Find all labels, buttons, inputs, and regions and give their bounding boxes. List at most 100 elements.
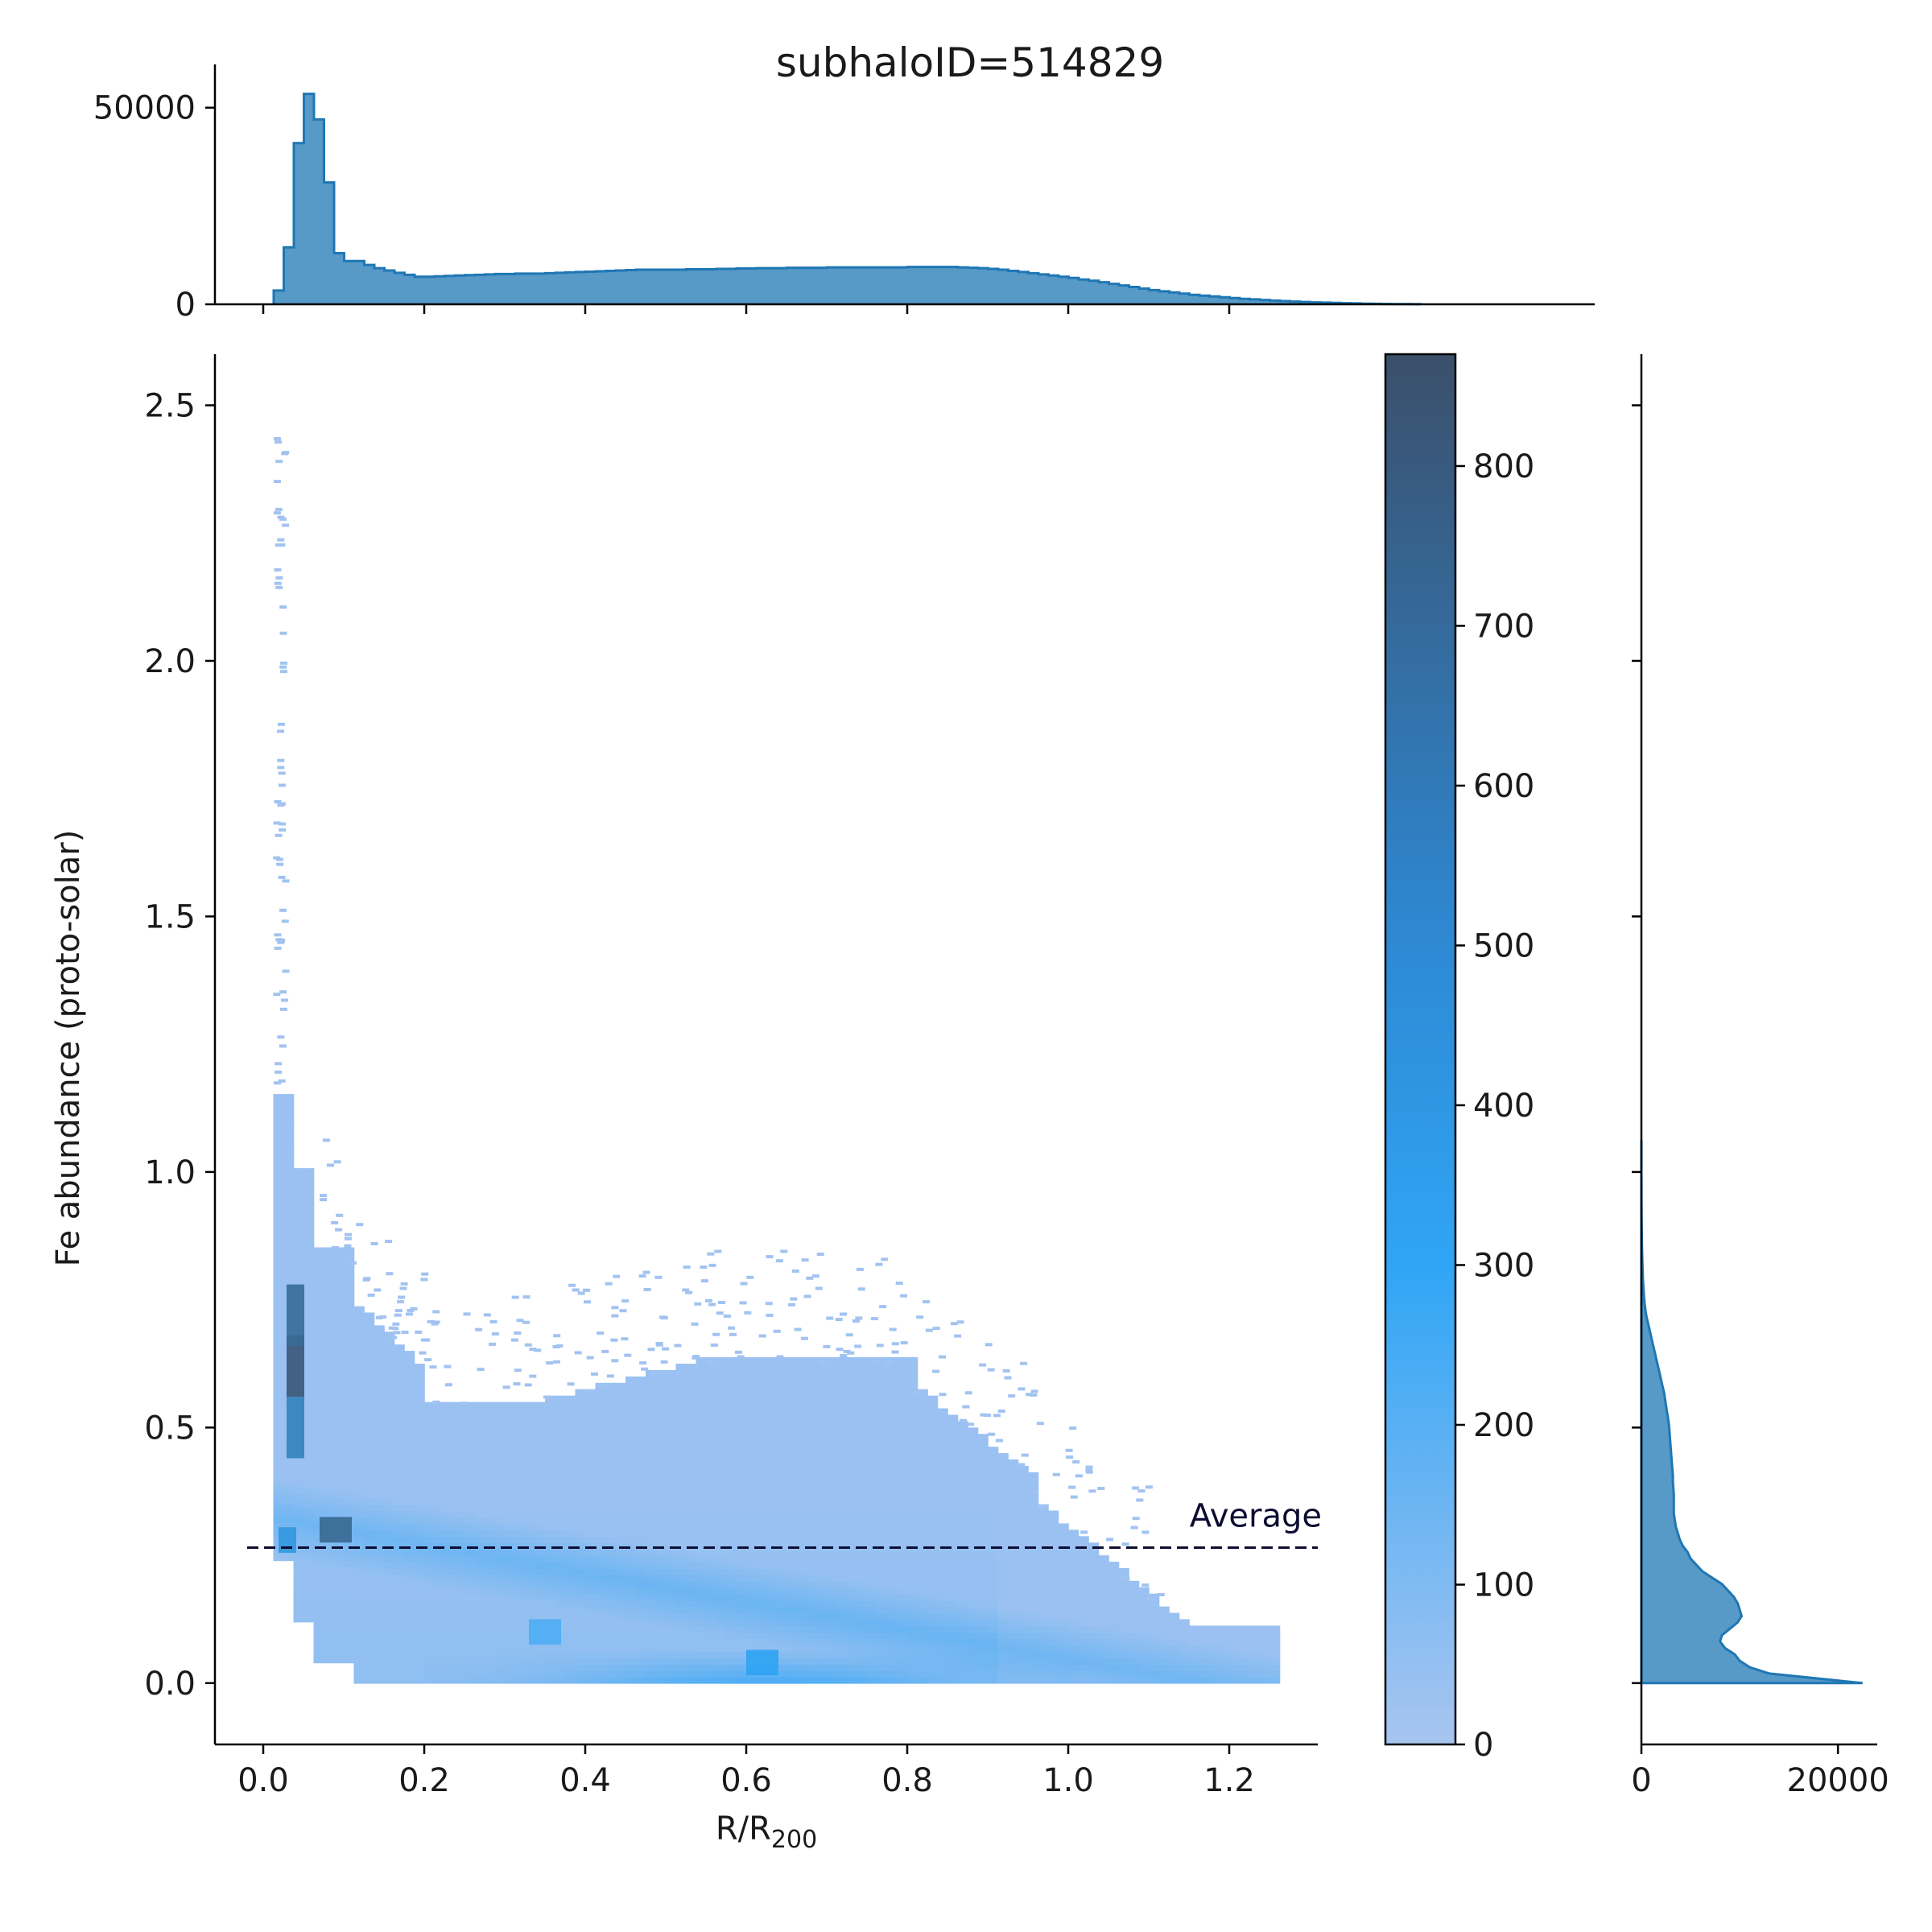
heatmap-cell (1229, 1676, 1241, 1684)
heatmap-cell (303, 1353, 315, 1360)
heatmap-cell (957, 1625, 968, 1633)
heatmap-cell (807, 1376, 818, 1384)
heatmap-cell (756, 1593, 767, 1601)
heatmap-cell (303, 1551, 315, 1558)
heatmap-cell (716, 1497, 727, 1505)
heatmap-cell (746, 1612, 758, 1620)
heatmap-cell (816, 1568, 828, 1575)
heatmap-cell (293, 1174, 304, 1182)
heatmap-cell (333, 1286, 345, 1293)
heatmap-cell (836, 1542, 848, 1550)
heatmap-cell (344, 1394, 355, 1402)
heatmap-cell (585, 1568, 597, 1575)
heatmap-cell (927, 1523, 939, 1531)
heatmap-cell (344, 1432, 355, 1440)
heatmap-cell (625, 1389, 637, 1397)
heatmap-cell (686, 1453, 697, 1460)
top-histogram-bar (686, 269, 696, 304)
heatmap-cell (877, 1549, 888, 1556)
heatmap-cell (1108, 1574, 1120, 1582)
heatmap-cell (1149, 1645, 1160, 1652)
heatmap-cell (444, 1580, 456, 1588)
heatmap-cell (635, 1600, 646, 1608)
heatmap-cell (836, 1517, 848, 1525)
heatmap-cell (917, 1434, 928, 1441)
heatmap-cell (525, 1530, 536, 1537)
heatmap-cell (786, 1408, 798, 1416)
heatmap-cell (535, 1453, 546, 1460)
heatmap-cell (686, 1542, 697, 1550)
heatmap-cell (313, 1624, 324, 1632)
heatmap-cell (666, 1664, 677, 1671)
heatmap-cell (716, 1632, 727, 1639)
heatmap-cell (535, 1645, 546, 1652)
heatmap-cell (666, 1382, 677, 1390)
heatmap-cell (807, 1568, 818, 1575)
heatmap-sparse-bin (737, 1355, 745, 1359)
heatmap-cell (786, 1632, 798, 1639)
heatmap-cell (545, 1523, 556, 1531)
heatmap-sparse-bin (483, 1313, 491, 1317)
heatmap-cell (625, 1600, 637, 1608)
heatmap-cell (816, 1587, 828, 1595)
heatmap-cell (474, 1670, 485, 1678)
top-histogram-outline (272, 93, 1422, 306)
heatmap-cell (1108, 1664, 1120, 1671)
heatmap-cell (374, 1587, 385, 1595)
heatmap-cell (434, 1645, 445, 1652)
heatmap-cell (706, 1562, 717, 1569)
heatmap-cell (997, 1651, 1009, 1658)
heatmap-sparse-bin (597, 1331, 605, 1335)
heatmap-cell (374, 1676, 385, 1684)
heatmap-cell (324, 1330, 335, 1338)
heatmap-cell (404, 1580, 415, 1588)
heatmap-cell (736, 1517, 747, 1525)
heatmap-cell (303, 1577, 315, 1584)
heatmap-cell (414, 1504, 425, 1512)
heatmap-cell (1008, 1574, 1019, 1582)
heatmap-cell (474, 1657, 485, 1665)
heatmap-cell (646, 1593, 657, 1601)
heatmap-cell (1239, 1638, 1250, 1645)
heatmap-cell (545, 1657, 556, 1665)
heatmap-cell (746, 1542, 758, 1550)
heatmap-cell (756, 1632, 767, 1639)
heatmap-cell (565, 1542, 576, 1550)
heatmap-cell (696, 1619, 707, 1627)
heatmap-cell (696, 1670, 707, 1678)
heatmap-cell (887, 1606, 898, 1614)
heatmap-sparse-bin (964, 1391, 972, 1395)
heatmap-cell (736, 1549, 747, 1556)
heatmap-cell (1008, 1510, 1019, 1518)
heatmap-cell (847, 1664, 858, 1671)
heatmap-cell (1138, 1664, 1150, 1671)
heatmap-cell (827, 1562, 838, 1569)
heatmap-cell (816, 1676, 828, 1684)
heatmap-sparse-bin (710, 1343, 718, 1347)
heatmap-sparse-bin (823, 1344, 831, 1348)
heatmap-cell (525, 1542, 536, 1550)
heatmap-cell (494, 1632, 506, 1639)
heatmap-cell (957, 1612, 968, 1620)
heatmap-cell (696, 1574, 707, 1582)
heatmap-cell (666, 1395, 677, 1403)
heatmap-cell (555, 1453, 566, 1460)
heatmap-cell (293, 1168, 304, 1175)
heatmap-cell (836, 1606, 848, 1614)
heatmap-cell (303, 1449, 315, 1456)
heatmap-cell (474, 1484, 485, 1492)
heatmap-cell (816, 1542, 828, 1550)
heatmap-cell (847, 1402, 858, 1410)
top-histogram-bar (1179, 293, 1190, 304)
heatmap-cell (1038, 1574, 1049, 1582)
heatmap-cell (736, 1376, 747, 1384)
heatmap-cell (927, 1587, 939, 1595)
heatmap-cell (706, 1427, 717, 1435)
heatmap-cell (675, 1440, 687, 1447)
heatmap-cell (625, 1414, 637, 1422)
heatmap-cell (807, 1612, 818, 1620)
heatmap-cell (313, 1266, 324, 1274)
heatmap-cell (655, 1395, 667, 1403)
heatmap-cell (404, 1421, 415, 1429)
heatmap-cell (1018, 1472, 1029, 1480)
